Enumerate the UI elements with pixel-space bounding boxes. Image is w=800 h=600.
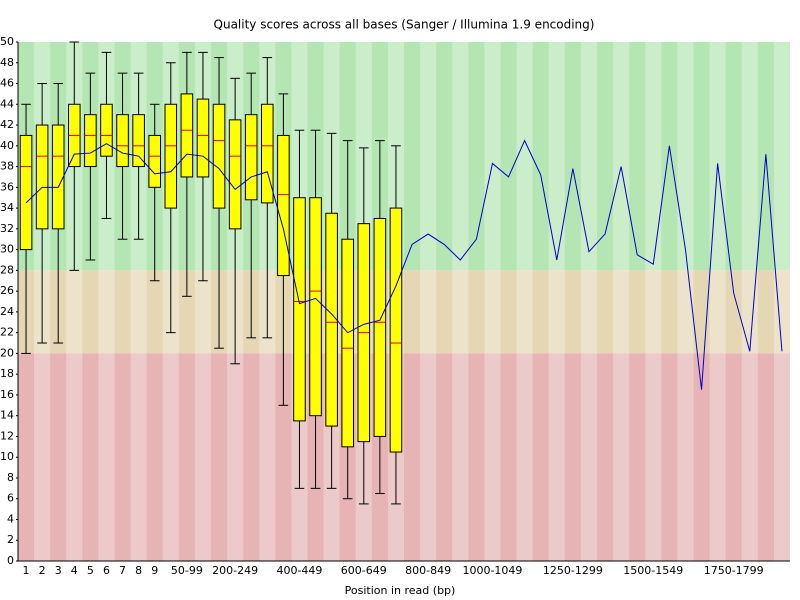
x-tick-label: 1500-1549 (623, 564, 683, 577)
y-tick-label: 40 (0, 139, 14, 152)
stripe (66, 42, 83, 561)
x-tick-label: 9 (151, 564, 158, 577)
y-tick-label: 2 (7, 533, 14, 546)
y-tick-label: 30 (0, 243, 14, 256)
stripe (773, 42, 790, 561)
y-tick-label: 8 (7, 471, 14, 484)
stripe (709, 42, 726, 561)
box (164, 103, 178, 209)
y-tick-label: 24 (0, 305, 14, 318)
y-tick-label: 38 (0, 160, 14, 173)
box (293, 197, 306, 422)
box (325, 212, 338, 427)
stripe (548, 42, 565, 561)
quality-zone (18, 42, 790, 271)
box (51, 124, 65, 230)
y-tick-label: 12 (0, 429, 14, 442)
box (261, 103, 274, 204)
y-tick-label: 4 (7, 512, 14, 525)
quality-zone (18, 353, 790, 561)
x-tick-label: 200-249 (212, 564, 258, 577)
chart-title: Quality scores across all bases (Sanger … (214, 18, 595, 32)
y-tick-label: 14 (0, 409, 14, 422)
y-tick-label: 50 (0, 35, 14, 48)
x-tick-label: 4 (71, 564, 78, 577)
y-tick-label: 20 (0, 346, 14, 359)
quality-zone (18, 270, 790, 354)
stripe (741, 42, 758, 561)
mean-line (25, 139, 783, 390)
y-tick-label: 46 (0, 77, 14, 90)
stripe (677, 42, 694, 561)
x-tick-label: 2 (39, 564, 46, 577)
y-tick-label: 18 (0, 367, 14, 380)
box (389, 207, 403, 453)
box (116, 114, 129, 168)
y-tick-label: 36 (0, 180, 14, 193)
y-tick-label: 28 (0, 263, 14, 276)
y-tick-label: 26 (0, 284, 14, 297)
box (341, 238, 354, 448)
y-tick-label: 6 (7, 492, 14, 505)
stripe (98, 42, 115, 561)
stripe (580, 42, 597, 561)
box (228, 119, 242, 230)
x-tick-label: 1000-1049 (462, 564, 522, 577)
box (244, 114, 258, 201)
x-tick-label: 50-99 (171, 564, 203, 577)
x-tick-label: 600-649 (341, 564, 387, 577)
x-tick-label: 1250-1299 (543, 564, 603, 577)
x-tick-label: 6 (103, 564, 110, 577)
box (196, 98, 210, 178)
box (35, 124, 49, 230)
stripe (420, 42, 437, 561)
x-tick-label: 400-449 (276, 564, 322, 577)
stripe (130, 42, 147, 561)
y-tick-label: 0 (7, 554, 14, 567)
x-tick-label: 8 (135, 564, 142, 577)
x-tick-label: 7 (119, 564, 126, 577)
box (19, 134, 33, 251)
stripe (484, 42, 501, 561)
x-tick-label: 1750-1799 (704, 564, 764, 577)
box (309, 197, 322, 417)
y-tick-label: 16 (0, 388, 14, 401)
stripe (613, 42, 630, 561)
y-tick-label: 22 (0, 326, 14, 339)
y-tick-label: 34 (0, 201, 14, 214)
box (100, 103, 113, 157)
x-tick-label: 3 (55, 564, 62, 577)
x-tick-label: 1 (23, 564, 30, 577)
box (84, 114, 97, 168)
x-tick-label: 5 (87, 564, 94, 577)
y-tick-label: 10 (0, 450, 14, 463)
stripe (645, 42, 662, 561)
stripe (516, 42, 533, 561)
y-tick-label: 48 (0, 56, 14, 69)
y-tick-label: 42 (0, 118, 14, 131)
box (277, 134, 290, 277)
y-tick-label: 32 (0, 222, 14, 235)
y-tick-label: 44 (0, 97, 14, 110)
box (212, 103, 226, 209)
box (132, 114, 145, 168)
x-tick-label: 800-849 (405, 564, 451, 577)
x-axis-label: Position in read (bp) (345, 584, 456, 597)
box (148, 134, 161, 188)
box (180, 93, 194, 178)
box (373, 217, 387, 437)
stripe (452, 42, 469, 561)
